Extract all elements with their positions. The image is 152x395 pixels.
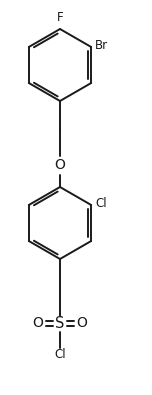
Text: Cl: Cl: [54, 348, 66, 361]
Text: Cl: Cl: [95, 196, 107, 209]
Text: O: O: [77, 316, 87, 330]
Text: F: F: [57, 11, 63, 23]
Text: O: O: [33, 316, 43, 330]
Text: S: S: [55, 316, 65, 331]
Text: O: O: [55, 158, 66, 172]
Text: Br: Br: [95, 38, 108, 51]
